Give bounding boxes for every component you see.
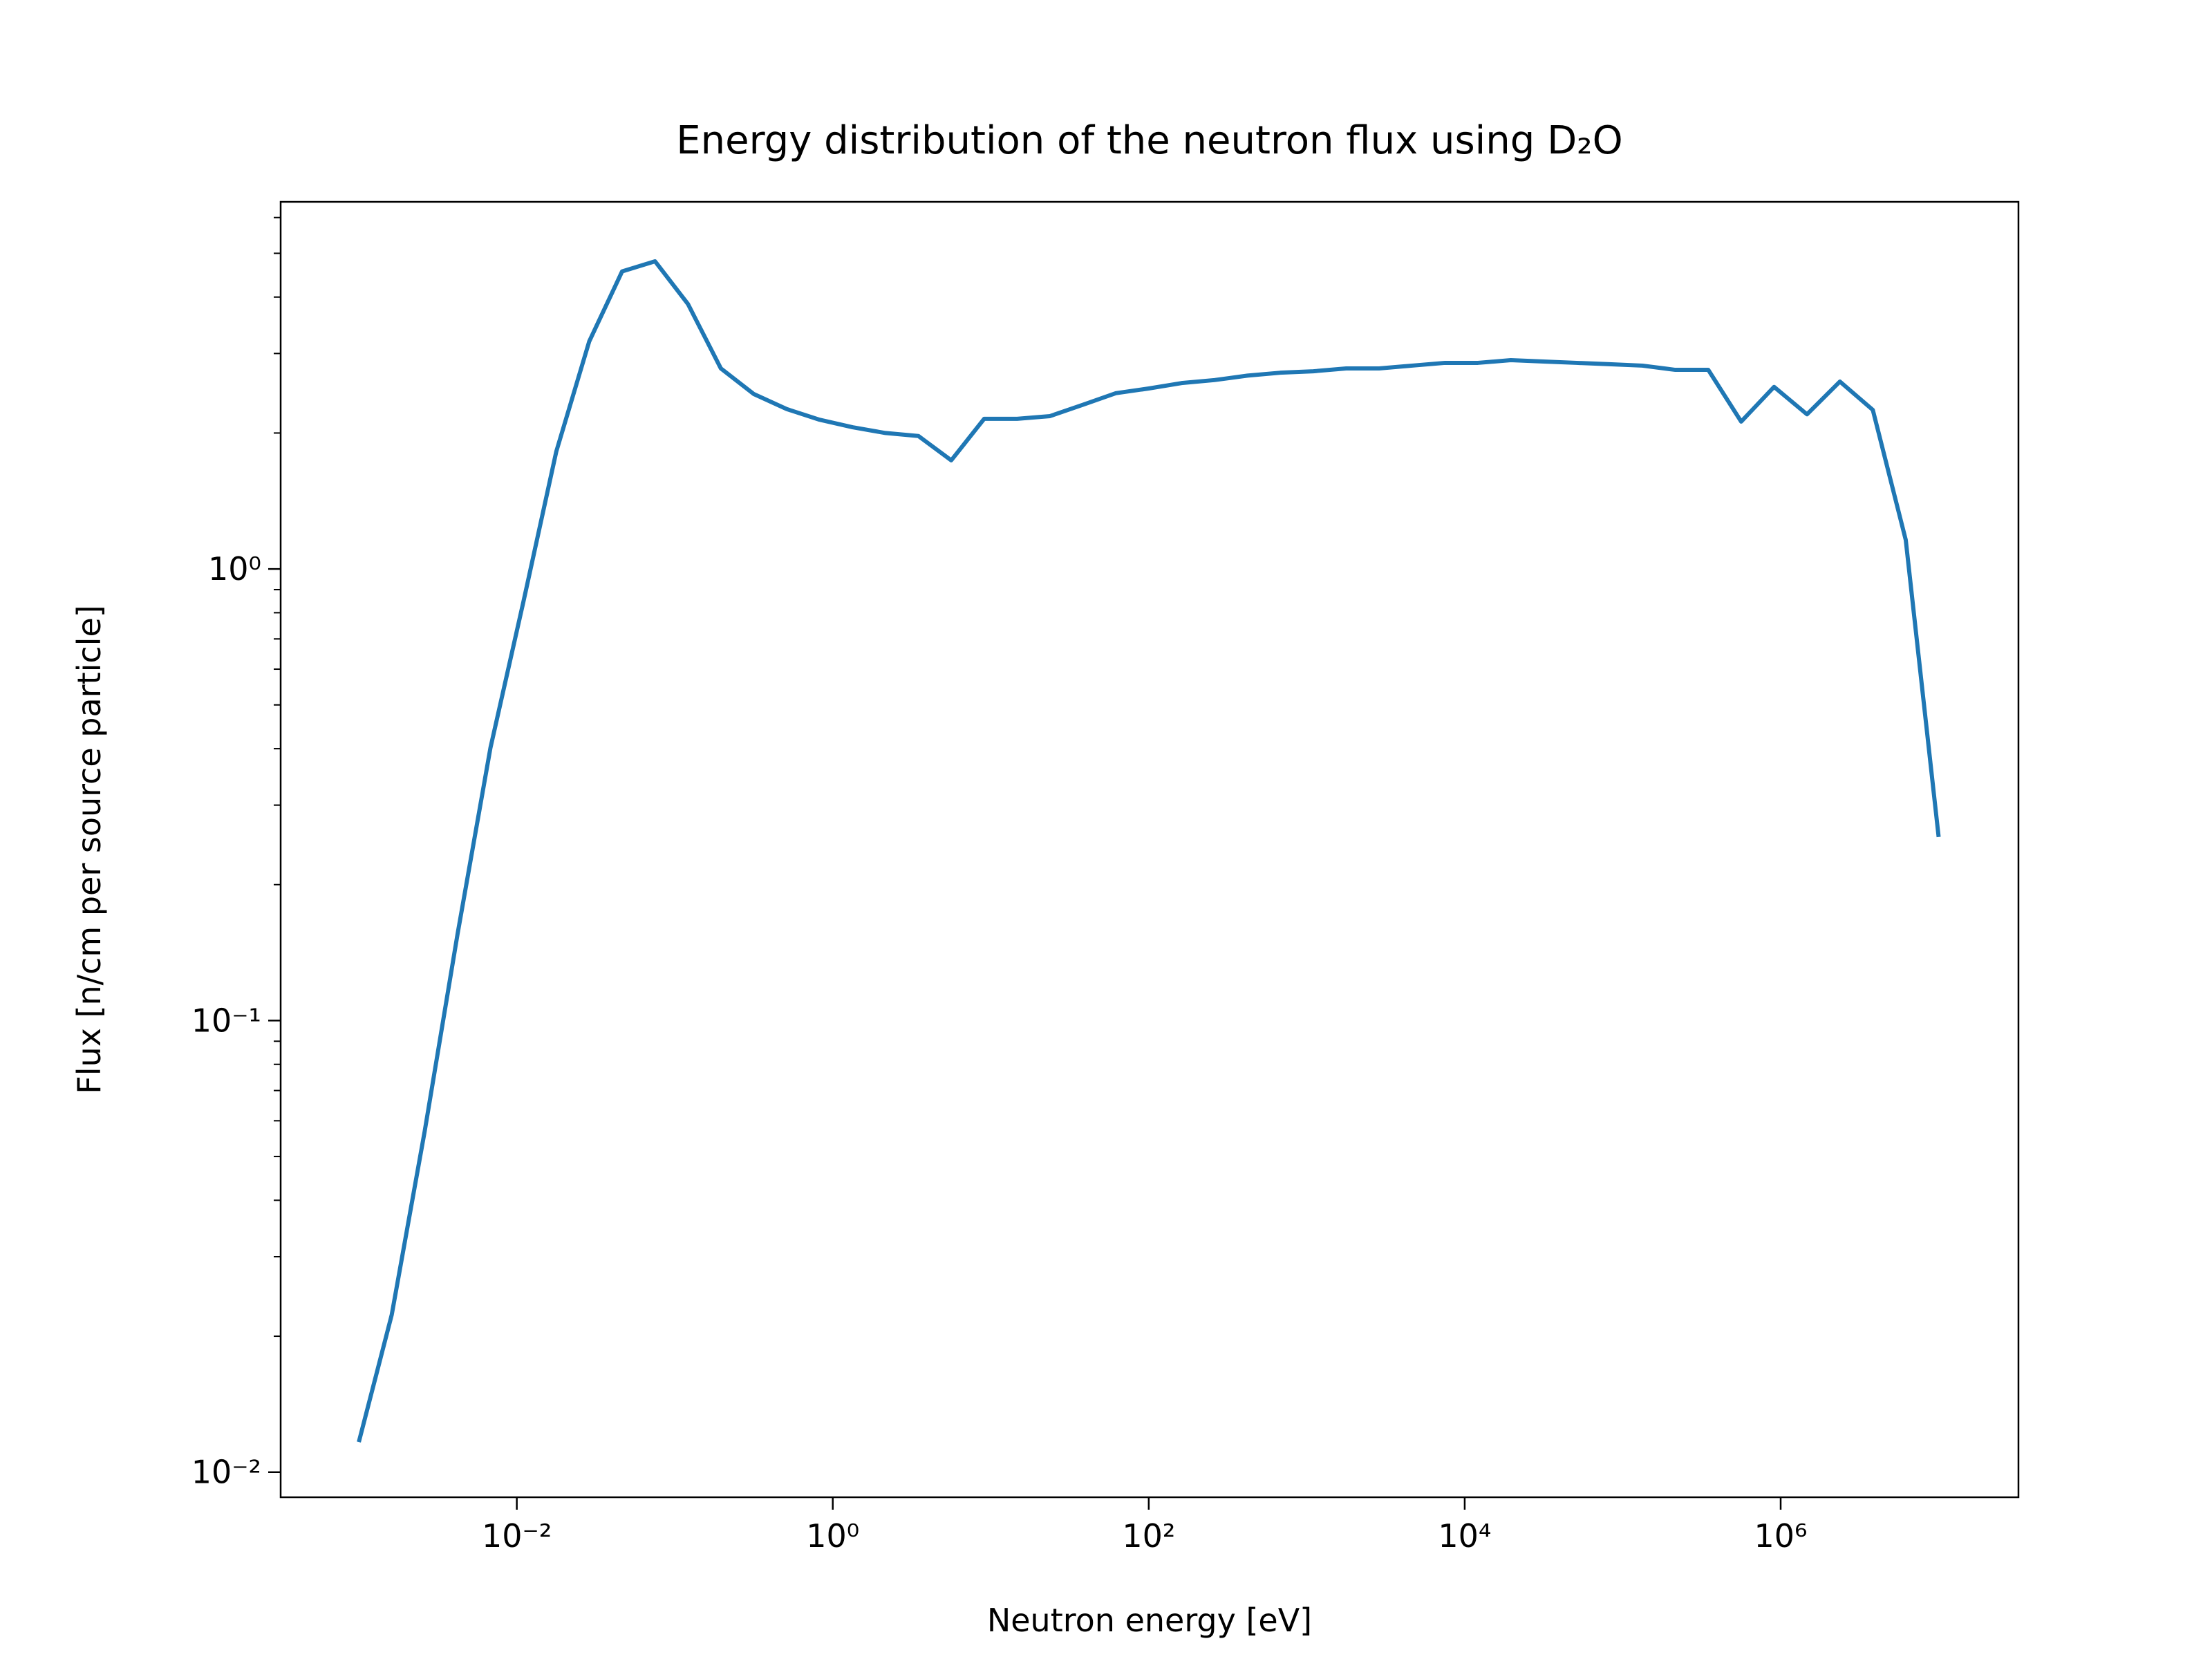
data-line [357,259,1941,1443]
x-tick-label: 10² [1122,1517,1175,1555]
x-tick-label: 10⁶ [1754,1517,1808,1555]
y-axis-label: Flux [n/cm per source particle] [71,605,108,1094]
chart-title: Energy distribution of the neutron flux … [676,118,1622,163]
y-tick-label: 10⁰ [208,550,261,588]
x-axis-label: Neutron energy [eV] [987,1602,1312,1639]
x-tick-label: 10⁰ [806,1517,859,1555]
x-tick-label: 10⁻² [482,1517,552,1555]
plot-frame [279,200,2020,1499]
y-tick-label: 10⁻¹ [191,1002,261,1039]
x-tick-label: 10⁴ [1438,1517,1491,1555]
y-tick-label: 10⁻² [191,1454,261,1491]
